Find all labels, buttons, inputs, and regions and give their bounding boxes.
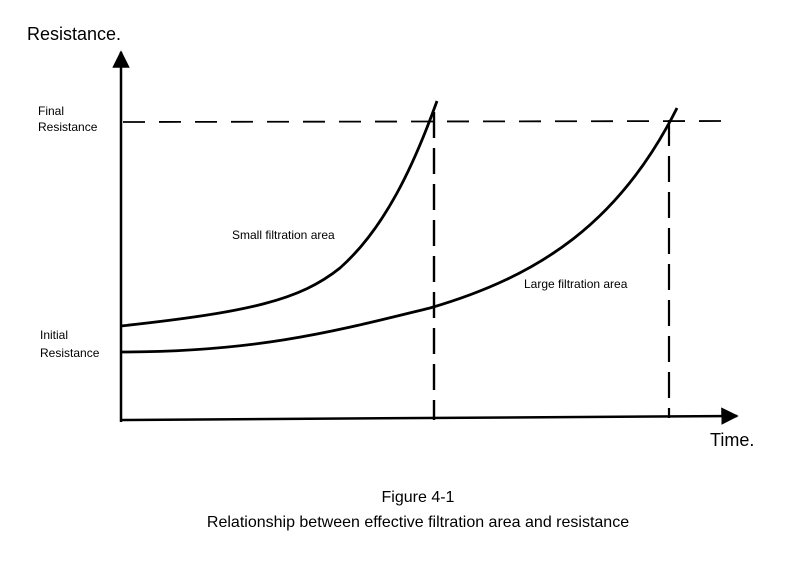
small-area-label: Small filtration area (232, 228, 335, 242)
final-resistance-line (122, 120, 723, 123)
x-axis (120, 407, 739, 425)
figure-number: Figure 4-1 (382, 489, 455, 506)
final-resistance-label: Final Resistance (38, 104, 98, 134)
figure-caption: Relationship between effective filtratio… (207, 514, 629, 531)
small-area-curve (120, 100, 439, 328)
large-area-label: Large filtration area (524, 277, 628, 291)
x-axis-label: Time. (710, 430, 754, 450)
y-axis-label: Resistance. (27, 24, 121, 44)
large-area-curve (120, 107, 679, 354)
initial-resistance-label: Initial Resistance (40, 328, 100, 360)
